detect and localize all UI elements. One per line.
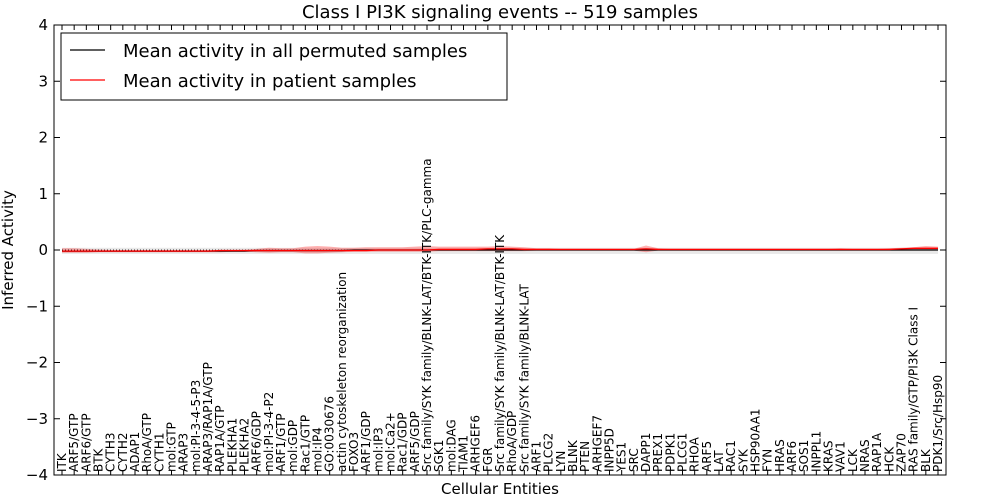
x-tick-label: FYN (761, 449, 775, 472)
x-tick-label: Src family/SYK family/BLNK-LAT/BTK-ITK/P… (420, 158, 434, 472)
x-tick-label: mol:PI-3-4-P2 (262, 392, 276, 472)
x-tick-label: mol:IP4 (311, 427, 325, 472)
x-tick-label: Src family/SYK family/BLNK-LAT (517, 283, 531, 472)
x-tick-label: SRC (627, 448, 641, 472)
x-tick-label: ADAP1 (128, 432, 142, 472)
x-tick-label: LAT (712, 450, 726, 472)
x-tick-label: KRAS (822, 440, 836, 472)
x-tick-label: LYN (554, 451, 568, 472)
x-tick-label: ARF1/GDP (359, 411, 373, 472)
x-tick-label: LCK (846, 448, 860, 472)
x-tick-label: PREX1 (651, 433, 665, 472)
x-tick-label: RAP1A/GTP (213, 405, 227, 472)
x-tick-label: RAP1A (870, 432, 884, 472)
legend: Mean activity in all permuted samples Me… (60, 32, 508, 101)
x-axis-ticks (61, 25, 939, 475)
y-tick-label: 1 (38, 185, 48, 203)
x-tick-labels: ITKARF5/GTPARF6/GTPBTKCYTH3CYTH2ADAP1Rho… (55, 158, 945, 473)
permuted-samples-band (62, 247, 938, 254)
x-tick-label: BTK (92, 447, 106, 472)
x-tick-label: SOS1 (797, 440, 811, 472)
x-tick-label: ARF1/GTP (274, 413, 288, 472)
chart-title: Class I PI3K signaling events -- 519 sam… (302, 2, 698, 23)
x-tick-label: BLNK (566, 439, 580, 472)
x-axis-label: Cellular Entities (441, 480, 559, 498)
x-tick-label: mol:DAG (444, 419, 458, 472)
x-tick-label: PLEKHA2 (238, 418, 252, 472)
y-tick-label: −3 (26, 410, 48, 428)
x-tick-label: NRAS (858, 439, 872, 472)
x-tick-label: ARF6/GDP (250, 411, 264, 472)
y-tick-label: −4 (26, 466, 48, 484)
x-tick-label: BLK (919, 448, 933, 472)
x-tick-label: TIAM1 (457, 435, 471, 473)
x-tick-label: PDPK1 (663, 433, 677, 472)
x-tick-label: actin cytoskeleton reorganization (335, 272, 349, 472)
y-axis: −4 −3 −2 −1 0 1 2 3 4 (26, 16, 946, 484)
x-tick-label: ARHGEF6 (469, 415, 483, 472)
x-tick-label: ARF5/GTP (67, 413, 81, 472)
x-tick-label: SGK1 (432, 440, 446, 472)
x-tick-label: mol:GDP (286, 420, 300, 472)
x-tick-label: mol:PI-3-4-5-P3 (189, 380, 203, 472)
x-tick-label: ARF1 (530, 441, 544, 472)
x-tick-label: GO:0030676 (323, 396, 337, 472)
x-tick-label: HRAS (773, 439, 787, 472)
x-tick-label: mol:Ca2+ (384, 412, 398, 472)
x-tick-label: PTEN (578, 441, 592, 472)
x-tick-label: SYK (736, 448, 750, 472)
x-tick-label: PLCG2 (542, 433, 556, 472)
x-tick-label: CYTH2 (116, 432, 130, 472)
x-tick-label: FGR (481, 447, 495, 472)
x-tick-label: ARF5 (700, 441, 714, 472)
y-axis-label: Inferred Activity (0, 190, 17, 310)
y-tick-label: 0 (38, 241, 48, 259)
y-tick-label: 3 (38, 72, 48, 90)
x-tick-label: RHOA (688, 436, 702, 472)
x-tick-label: ARAP3/RAP1A/GTP (201, 362, 215, 472)
x-tick-label: ARF5/GDP (408, 411, 422, 472)
y-tick-label: 2 (38, 129, 48, 147)
x-tick-label: Rac1/GDP (396, 413, 410, 472)
x-tick-label: FOXO3 (347, 432, 361, 472)
legend-box (60, 32, 508, 101)
x-tick-label: YES1 (615, 442, 629, 473)
x-tick-label: PLCG1 (676, 433, 690, 472)
y-tick-label: −1 (26, 297, 48, 315)
x-tick-label: RAC1 (724, 440, 738, 472)
x-tick-label: HCK (882, 446, 896, 472)
x-tick-label: ARAP3 (177, 433, 191, 472)
x-tick-label: DAPP1 (639, 433, 653, 472)
x-tick-label: VAV1 (834, 441, 848, 472)
x-tick-label: INPP5D (603, 428, 617, 472)
x-tick-label: Src family/SYK family/BLNK-LAT/BTK-ITK (493, 234, 507, 472)
x-tick-label: mol:GTP (165, 422, 179, 472)
legend-label-permuted: Mean activity in all permuted samples (123, 41, 467, 62)
x-tick-label: PDK1/Src/Hsp90 (931, 375, 945, 472)
x-tick-label: HSP90AA1 (749, 408, 763, 472)
x-tick-label: ZAP70 (895, 433, 909, 472)
x-tick-label: RAS family/GTP/PI3K Class I (907, 307, 921, 472)
x-tick-label: ARF6/GTP (79, 413, 93, 472)
legend-label-patient: Mean activity in patient samples (123, 71, 417, 92)
series-layer (62, 247, 938, 252)
patient-mean-line (62, 247, 938, 252)
y-tick-label: −2 (26, 354, 48, 372)
x-tick-label: CYTH1 (152, 432, 166, 472)
permuted-band-layer (62, 247, 938, 254)
x-tick-label: Rac1/GTP (298, 415, 312, 472)
x-tick-label: RhoA/GTP (140, 413, 154, 472)
x-tick-label: CYTH3 (104, 433, 118, 472)
x-tick-label: ARF6 (785, 441, 799, 472)
x-tick-label: ARHGEF7 (590, 415, 604, 472)
x-tick-label: mol:IP3 (371, 427, 385, 472)
x-tick-label: RhoA/GDP (505, 411, 519, 472)
x-tick-label: INPPL1 (809, 431, 823, 472)
y-tick-label: 4 (38, 16, 48, 34)
x-tick-label: ITK (55, 452, 69, 472)
x-tick-label: PLEKHA1 (225, 418, 239, 472)
